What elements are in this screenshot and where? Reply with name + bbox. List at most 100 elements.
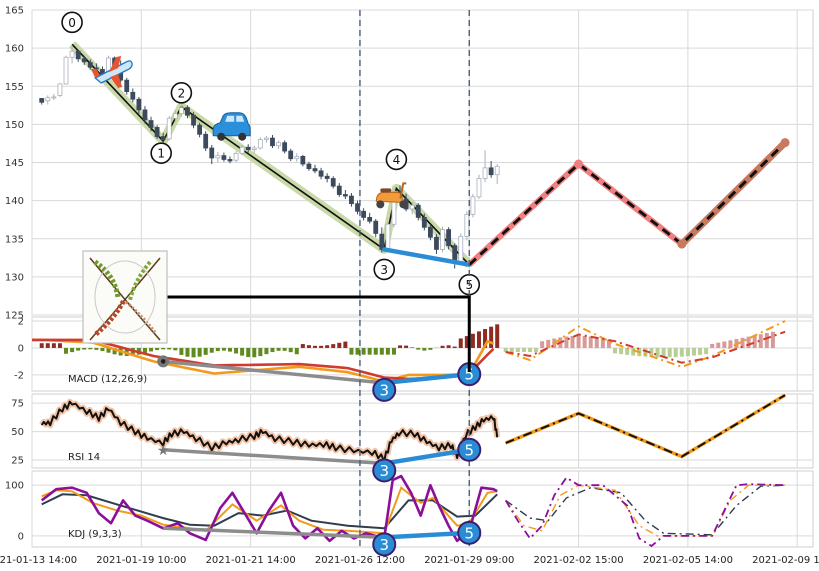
kdj-panel: 0 100 KDJ (9,3,3): [5, 470, 814, 548]
scooter-wheel-front: [399, 200, 408, 209]
candle-body: [494, 165, 500, 176]
macd-histogram-bar: [464, 336, 469, 348]
candle-body: [93, 67, 99, 70]
macd-ytick-label: -2: [14, 370, 24, 381]
price-ytick-label: 130: [5, 272, 24, 283]
macd-histogram-bar: [521, 347, 526, 352]
kdj-divergence-line: [384, 530, 470, 540]
macd-histogram-bar: [570, 336, 575, 348]
inset-leaf-2: [128, 260, 152, 301]
candle-body: [415, 204, 421, 218]
macd-histogram-bar: [203, 347, 208, 355]
car-window-rear: [236, 115, 245, 122]
macd-histogram-bar: [155, 347, 160, 351]
macd-histogram-bar: [452, 346, 457, 348]
macd-badge-label: 5: [464, 366, 474, 384]
candle-body: [251, 147, 257, 150]
wave-label-circle: [170, 82, 193, 104]
macd-histogram-bar: [355, 347, 360, 355]
macd-badge-label: 3: [379, 381, 389, 399]
inset-connector: [166, 295, 471, 372]
macd-histogram-bar: [673, 347, 678, 358]
rsi-y-ticks: 25 50 75: [11, 399, 24, 467]
macd-histogram-bar: [728, 340, 733, 348]
candle-body: [324, 175, 330, 179]
x-tick-label: 2021-02-05 14:00: [643, 555, 733, 566]
candle-body: [476, 178, 482, 198]
macd-histogram-bar: [564, 336, 569, 348]
macd-histogram-bar: [606, 339, 611, 348]
candle-body: [409, 204, 415, 210]
price-ytick-label: 140: [5, 196, 24, 207]
macd-histogram-bar: [625, 347, 630, 355]
scooter-seat: [380, 188, 392, 193]
macd-histogram-bar: [82, 347, 87, 350]
macd-histogram-bar: [546, 339, 551, 348]
macd-histogram-bar: [385, 347, 390, 355]
macd-histogram-bar: [106, 347, 111, 353]
macd-histogram-bar: [527, 347, 532, 352]
candle-body: [75, 50, 81, 60]
candle-body: [391, 191, 397, 225]
x-tick-label: 2021-01-19 10:00: [96, 555, 186, 566]
candle-body: [45, 97, 51, 102]
candle-body: [300, 155, 306, 165]
macd-histogram-bar: [349, 347, 354, 355]
macd-histogram-bar: [100, 347, 105, 352]
macd-histogram-bar: [51, 343, 56, 348]
rsi-label: RSI 14: [68, 452, 100, 463]
candle-body: [373, 220, 379, 234]
candle-body: [312, 168, 318, 172]
macd-histogram-bar: [710, 343, 715, 348]
macd-histogram-bar: [655, 347, 660, 358]
macd-histogram-bar: [276, 347, 281, 351]
macd-histogram-bar: [470, 333, 475, 348]
macd-histogram-bar: [704, 347, 709, 355]
macd-histogram-bar: [234, 347, 239, 354]
candle-body: [142, 109, 148, 121]
candle-body: [130, 91, 136, 100]
kdj-badge-circle: [372, 532, 397, 557]
macd-histogram-bar: [740, 337, 745, 348]
kdj-plot: [40, 474, 786, 547]
macd-histogram-bar: [613, 347, 618, 354]
price-divergence-line: [381, 247, 472, 267]
candle-body: [336, 185, 342, 195]
macd-histogram-bar: [215, 347, 220, 352]
wave-label-circle: [373, 258, 396, 281]
candle-body: [349, 195, 354, 205]
macd-histogram-bar: [600, 338, 605, 348]
inset-leaf-4: [125, 300, 158, 335]
rsi-ytick-label: 75: [11, 399, 24, 410]
macd-histogram-bar: [167, 347, 172, 350]
candle-body: [264, 137, 269, 141]
candle-body: [342, 194, 348, 197]
car-icon: [212, 112, 251, 141]
candle-body: [464, 213, 470, 237]
macd-histogram-bar: [185, 347, 190, 357]
candle-body: [160, 136, 166, 141]
candle-body: [361, 210, 366, 218]
x-tick-label: 2021-02-02 15:00: [534, 555, 624, 566]
airplane-wing: [109, 56, 122, 72]
x-tick-label: 2021-01-21 14:00: [206, 555, 296, 566]
macd-histogram-bar: [416, 347, 421, 350]
candle-body: [154, 127, 160, 137]
macd-histogram-bar: [173, 347, 178, 351]
macd-histogram-bar: [534, 347, 539, 352]
wave-label: 4: [393, 153, 401, 167]
candle-body: [57, 83, 63, 96]
x-axis: 2021-01-13 14:00 2021-01-19 10:00 2021-01-…: [0, 555, 819, 566]
candle-body: [385, 223, 391, 250]
macd-histogram-bar: [221, 347, 226, 351]
inset-leaf-3: [94, 298, 127, 336]
rsi-line: [40, 400, 499, 463]
rsi-badge-label: 3: [379, 462, 389, 480]
macd-histogram-bar: [94, 347, 99, 350]
airplane-icon: [91, 56, 133, 88]
macd-divergence-line: [384, 371, 470, 386]
macd-histogram-bar: [252, 347, 257, 358]
airplane-tail: [91, 69, 101, 78]
candle-body: [458, 236, 464, 263]
kdj-k-projection: [505, 484, 786, 537]
